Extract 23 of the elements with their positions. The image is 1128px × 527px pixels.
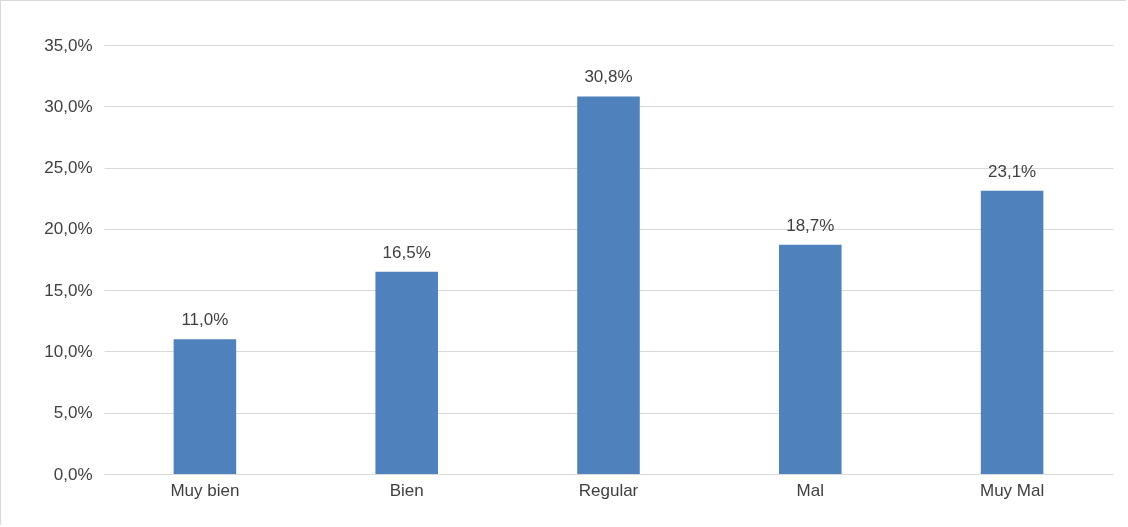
x-tick-label: Muy bien — [170, 480, 240, 500]
bar — [173, 339, 237, 474]
data-label: 16,5% — [382, 242, 431, 262]
data-label: 18,7% — [786, 215, 835, 235]
y-tick-label: 0,0% — [53, 464, 93, 484]
bar — [577, 96, 640, 474]
x-tick-label: Muy Mal — [979, 480, 1045, 500]
x-tick-label: Bien — [389, 480, 424, 500]
data-label: 23,1% — [988, 161, 1037, 181]
data-label: 11,0% — [181, 310, 229, 330]
y-tick-label: 5,0% — [53, 403, 93, 423]
y-tick-label: 20,0% — [44, 219, 93, 239]
bar — [375, 271, 438, 474]
bar — [779, 244, 842, 474]
bar — [980, 190, 1044, 474]
y-tick-label: 25,0% — [44, 158, 93, 178]
y-tick-label: 10,0% — [44, 341, 93, 361]
x-tick-label: Mal — [796, 480, 824, 500]
y-tick-label: 15,0% — [44, 280, 93, 300]
x-tick-label: Regular — [578, 480, 639, 500]
y-tick-label: 35,0% — [44, 35, 93, 55]
data-label: 30,8% — [584, 67, 633, 87]
y-tick-label: 30,0% — [44, 96, 93, 116]
